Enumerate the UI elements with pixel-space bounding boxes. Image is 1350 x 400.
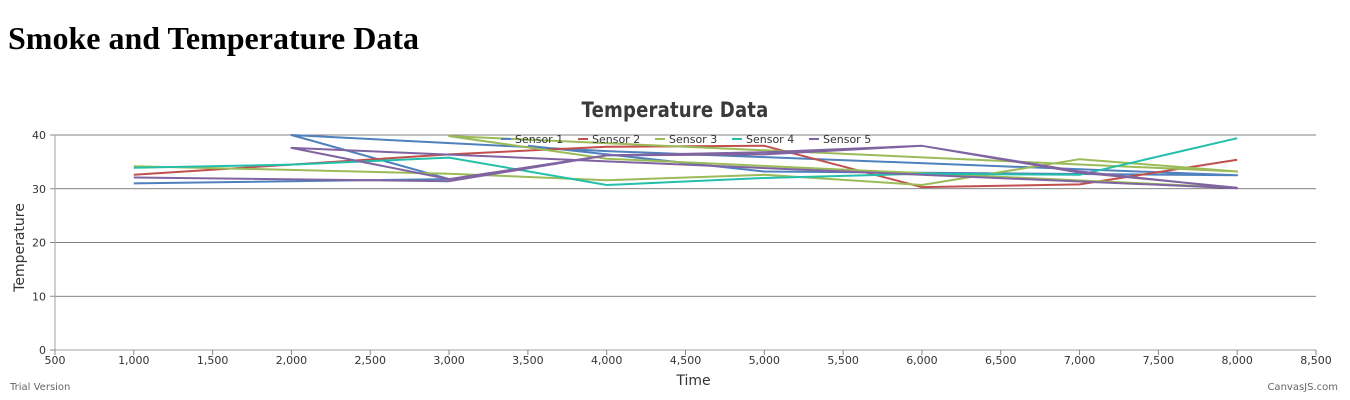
- x-tick-label: 7,500: [1143, 354, 1175, 367]
- x-tick-label: 5,500: [827, 354, 859, 367]
- x-tick-label: 3,000: [433, 354, 465, 367]
- y-tick-label: 40: [32, 129, 46, 142]
- x-tick-label: 6,000: [906, 354, 938, 367]
- legend-label-5[interactable]: Sensor 5: [823, 133, 871, 146]
- x-tick-label: 2,500: [355, 354, 387, 367]
- x-tick-label: 500: [45, 354, 66, 367]
- series-line-4: [133, 137, 1238, 186]
- legend-label-4[interactable]: Sensor 4: [746, 133, 794, 146]
- y-axis-title: Temperature: [12, 203, 28, 293]
- x-tick-label: 4,500: [670, 354, 702, 367]
- trial-version-label: Trial Version: [10, 382, 71, 393]
- x-axis-title: Time: [675, 373, 710, 389]
- x-tick-label: 8,500: [1300, 354, 1332, 367]
- y-tick-label: 30: [32, 183, 46, 196]
- x-tick-label: 1,000: [118, 354, 150, 367]
- x-tick-label: 6,500: [985, 354, 1017, 367]
- y-tick-label: 0: [39, 344, 46, 357]
- temperature-chart: 0 10 20 30 40 500 1,000 1,500 2,000 2,500 3,000 3,5…: [0, 90, 1350, 400]
- x-tick-label: 7,000: [1064, 354, 1096, 367]
- series-line-3: [133, 135, 1239, 189]
- x-tick-label: 2,000: [276, 354, 308, 367]
- canvasjs-credit-link[interactable]: CanvasJS.com: [1267, 382, 1338, 393]
- legend-label-3[interactable]: Sensor 3: [669, 133, 717, 146]
- legend-label-1[interactable]: Sensor 1: [515, 133, 563, 146]
- legend-label-2[interactable]: Sensor 2: [592, 133, 640, 146]
- series-line-5: [133, 144, 1239, 190]
- chart-canvas: 0 10 20 30 40 500 1,000 1,500 2,000 2,500 3,000 3,5…: [12, 129, 1332, 389]
- x-tick-label: 3,500: [512, 354, 544, 367]
- y-tick-label: 10: [32, 290, 46, 303]
- y-tick-label: 20: [32, 237, 46, 250]
- page-title: Smoke and Temperature Data: [8, 20, 419, 56]
- x-tick-label: 8,000: [1221, 354, 1253, 367]
- chart-title: Temperature Data: [581, 98, 769, 122]
- x-tick-label: 1,500: [197, 354, 229, 367]
- x-tick-label: 5,000: [749, 354, 781, 367]
- x-tick-label: 4,000: [591, 354, 623, 367]
